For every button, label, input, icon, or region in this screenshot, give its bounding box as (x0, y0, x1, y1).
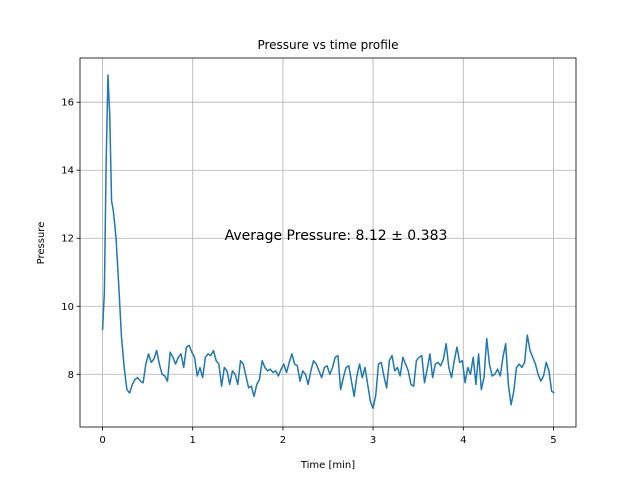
y-axis-label: Pressure (36, 222, 47, 265)
series-group (101, 74, 555, 410)
plot-frame (79, 57, 577, 428)
y-tick-label: 14 (61, 166, 74, 177)
x-tick-label: 0 (99, 435, 105, 446)
y-tick-label: 16 (61, 98, 74, 109)
x-axis-label: Time [min] (300, 460, 355, 471)
x-tick-label: 1 (190, 435, 196, 446)
grid (80, 58, 576, 427)
x-tick-label: 4 (460, 435, 466, 446)
x-tick-label: 2 (280, 435, 286, 446)
y-tick-label: 10 (61, 302, 74, 313)
y-tick-label: 12 (61, 234, 74, 245)
pressure-series-line (101, 74, 555, 410)
x-tick-label: 5 (550, 435, 556, 446)
y-tick-label: 8 (68, 370, 74, 381)
chart-title: Pressure vs time profile (257, 38, 398, 52)
average-pressure-annotation: Average Pressure: 8.12 ± 0.383 (225, 228, 448, 244)
x-tick-label: 3 (370, 435, 376, 446)
